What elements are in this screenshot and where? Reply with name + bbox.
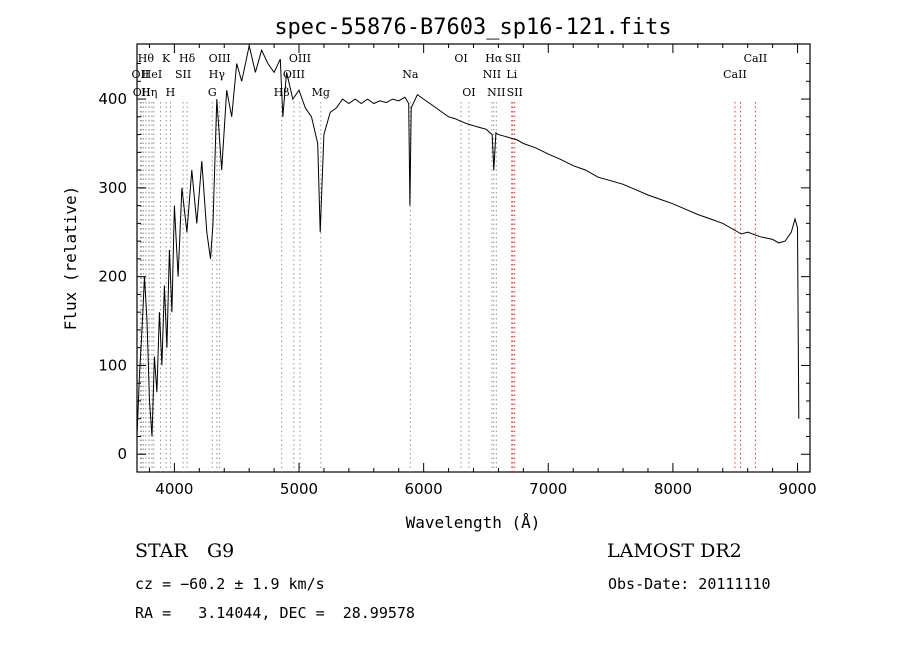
x-tick-label: 9000 [778,480,816,498]
spectral-line-label: G [208,86,217,99]
x-axis-label: Wavelength (Å) [406,513,541,532]
spectral-line-markers: OIIOIIHθHηHeIKHSIIHδGHγOIIIHβOIIIOIIIMgN… [132,52,768,472]
x-tick-label: 8000 [654,480,692,498]
x-tick-label: 6000 [405,480,443,498]
y-tick-label: 0 [117,445,127,463]
spectral-line-label: Hα [485,52,503,65]
spectral-line-label: HeI [142,68,162,81]
spectral-line-label: K [162,52,171,65]
spectral-line-label: SII [507,86,523,99]
x-tick-label: 5000 [280,480,318,498]
spectral-line-label: CaII [723,68,747,81]
spectral-line-label: OIII [289,52,311,65]
spectral-line-label: SII [505,52,521,65]
spectral-line-label: OIII [283,68,305,81]
object-subclass: G9 [207,540,235,562]
object-class: STAR [135,540,188,562]
spectral-line-label: NII [487,86,505,99]
spectral-line-label: Li [506,68,517,81]
spectral-line-label: OI [454,52,467,65]
y-tick-label: 300 [98,179,127,197]
spectral-line-label: OII [133,86,151,99]
spectrum-series-line [136,45,800,437]
spectral-line-label: Hγ [209,68,226,81]
y-axis-label: Flux (relative) [61,186,80,331]
x-tick-label: 4000 [155,480,193,498]
spectral-line-label: Mg [312,86,330,99]
spectral-line-label: OII [132,68,150,81]
y-tick-label: 400 [98,90,127,108]
spectral-line-label: H [166,86,176,99]
spectral-line-label: SII [175,68,191,81]
y-tick-label: 200 [98,268,127,286]
y-tick-label: 100 [98,356,127,374]
spectral-line-label: OIII [209,52,231,65]
spectral-line-label: Na [402,68,419,81]
x-tick-label: 7000 [529,480,567,498]
chart-title: spec-55876-B7603_sp16-121.fits [274,15,671,40]
spectral-line-label: NII [483,68,501,81]
axis-ticks: 4000 5000 6000 7000 8000 9000 0 100 200 300 400 [98,44,817,498]
observation-date: Obs-Date: 20111110 [608,575,771,593]
survey-name: LAMOST DR2 [607,540,742,562]
spectral-line-label: OI [462,86,475,99]
spectral-line-label: CaII [744,52,768,65]
spectral-line-label: Hη [141,86,157,99]
coordinates: RA = 3.14044, DEC = 28.99578 [135,604,415,622]
spectral-line-label: Hθ [138,52,155,65]
redshift-velocity: cz = −60.2 ± 1.9 km/s [135,575,325,593]
spectral-line-label: Hδ [179,52,196,65]
plot-frame [136,43,811,473]
